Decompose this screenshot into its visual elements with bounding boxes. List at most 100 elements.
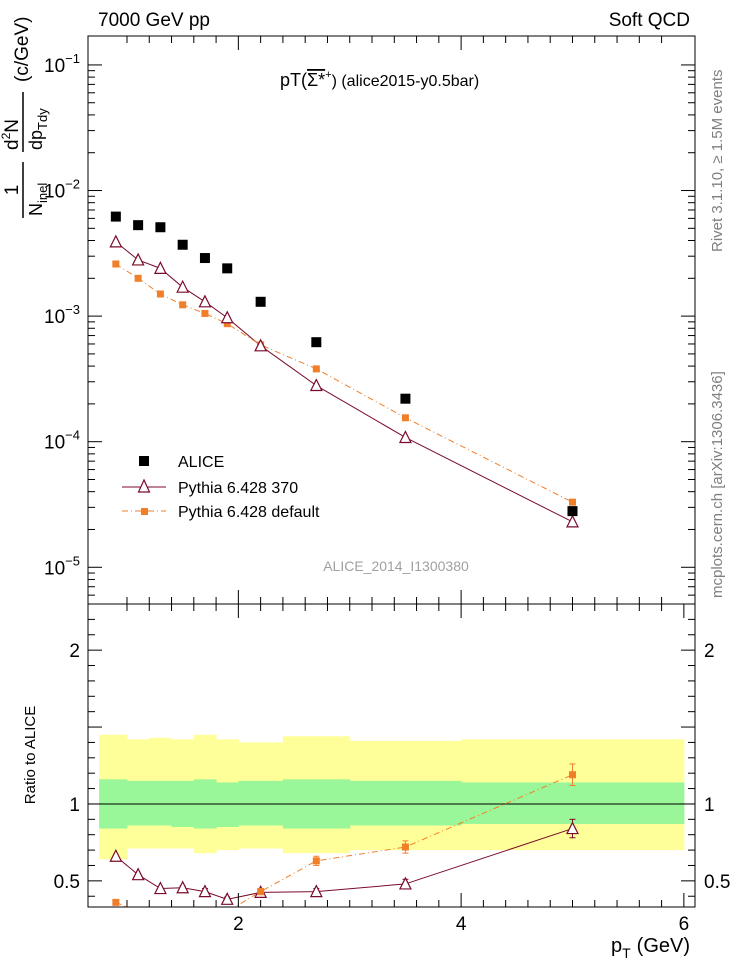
ratio-series-line-1	[115, 774, 573, 907]
main-point-2-7	[312, 365, 320, 373]
band-stat-2	[149, 780, 173, 826]
x-tick-label: 4	[456, 914, 467, 935]
ratio-point-1-9	[568, 771, 576, 779]
ratio-y-tick-label-right: 2	[704, 641, 715, 662]
band-stat-9	[461, 782, 685, 824]
main-point-1-4	[198, 294, 212, 308]
band-stat-5	[216, 782, 239, 828]
ratio-uncertainty-bands	[99, 734, 685, 860]
main-point-0-3	[177, 239, 188, 250]
legend-label-pythia-370: Pythia 6.428 370	[178, 480, 298, 497]
ratio-y-tick-label-right: 1	[704, 795, 715, 816]
rivet-version-label: Rivet 3.1.10, ≥ 1.5M events	[709, 70, 726, 253]
band-stat-6	[238, 780, 284, 826]
ratio-tick-labels: 0.5 0.5 1 1 2 2 2 4 6	[54, 641, 731, 935]
ratio-point-1-8	[401, 843, 409, 851]
main-point-0-4	[199, 253, 210, 264]
header-energy-label: 7000 GeV pp	[98, 10, 210, 31]
main-point-2-1	[134, 274, 142, 282]
main-point-0-7	[311, 337, 322, 348]
ratio-point-0-7	[309, 884, 323, 898]
ratio-point-1-5	[224, 908, 231, 915]
main-point-1-9	[566, 514, 579, 528]
main-y-tick-labels: 10−1 10−2 10−3 10−4 10−5	[44, 51, 80, 579]
main-point-1-6	[254, 338, 268, 352]
band-stat-8	[349, 780, 462, 826]
band-stat-1	[126, 780, 150, 826]
ratio-point-1-2	[157, 913, 164, 920]
main-point-1-0	[109, 234, 123, 248]
main-point-2-2	[156, 290, 164, 298]
x-axis-label: pT (GeV)	[611, 935, 690, 961]
main-point-1-2	[153, 261, 167, 274]
ratio-panel: 0.5 0.5 1 1 2 2 2 4 6 Ratio to ALICE pT (GeV)	[22, 603, 731, 961]
main-point-1-7	[309, 378, 323, 392]
main-point-2-8	[401, 414, 409, 422]
ylabel-numerator-one: 1	[2, 185, 23, 196]
legend-label-alice: ALICE	[178, 454, 224, 471]
ratio-y-tick-label: 1	[69, 795, 80, 816]
ylabel-n-inel: Ninel	[26, 183, 50, 216]
ratio-point-0-5	[220, 891, 234, 905]
main-axis-ticks	[88, 36, 695, 604]
ratio-y-tick-label: 2	[69, 641, 80, 662]
ratio-point-1-6	[257, 888, 265, 896]
analysis-watermark: ALICE_2014_I1300380	[323, 558, 469, 574]
ratio-point-0-2	[153, 881, 167, 895]
main-y-tick-label: 10−1	[44, 51, 80, 77]
legend-entry-pythia-default: Pythia 6.428 default	[122, 504, 320, 521]
ratio-point-1-0	[112, 898, 120, 906]
header-category-label: Soft QCD	[609, 10, 690, 31]
mcplots-credit-label: mcplots.cern.ch [arXiv:1306.3436]	[709, 371, 726, 598]
title-particle: Σ*	[307, 70, 325, 90]
ratio-y-tick-label-right: 0.5	[704, 872, 730, 893]
main-panel: 10−1 10−2 10−3 10−4 10−5 pT(Σ*+) (alice2015-…	[0, 17, 696, 605]
ratio-point-1-1	[135, 908, 142, 915]
main-title: pT(Σ*+) (alice2015-y0.5bar)	[280, 69, 479, 90]
ylabel-d2n: d2N	[0, 119, 23, 150]
legend-entry-alice: ALICE	[139, 454, 224, 471]
ylabel-dp: dpTdy	[26, 108, 50, 150]
ratio-frame	[87, 603, 696, 908]
legend-label-pythia-default: Pythia 6.428 default	[178, 504, 320, 521]
legend-marker-pythia-370	[137, 478, 151, 493]
legend-entry-pythia-370: Pythia 6.428 370	[122, 478, 298, 497]
main-point-1-5	[220, 310, 234, 324]
main-point-2-4	[201, 309, 209, 317]
main-y-tick-label: 10−3	[44, 302, 80, 328]
main-point-1-3	[176, 279, 190, 293]
ratio-y-tick-label: 0.5	[54, 872, 80, 893]
x-tick-label: 6	[679, 914, 690, 935]
main-point-2-5	[223, 320, 231, 328]
ratio-point-0-8	[398, 876, 412, 890]
ratio-series-line-0	[115, 828, 573, 900]
ratio-point-0-1	[131, 867, 145, 881]
title-prefix: pT(	[280, 70, 307, 90]
main-point-0-0	[110, 211, 121, 222]
main-point-0-6	[255, 296, 266, 307]
main-series-line-2	[115, 263, 573, 503]
ratio-point-1-7	[312, 857, 320, 865]
main-point-0-2	[155, 222, 166, 233]
main-point-0-8	[400, 393, 411, 404]
legend-marker-pythia-default	[141, 508, 148, 515]
ratio-y-axis-label: Ratio to ALICE	[22, 706, 39, 804]
main-point-1-8	[398, 430, 412, 444]
main-point-2-0	[112, 260, 120, 268]
main-point-1-1	[131, 252, 145, 266]
legend: ALICE Pythia 6.428 370 Pythia 6.428 defa…	[122, 454, 320, 521]
main-series-line-1	[115, 241, 573, 523]
main-point-2-9	[568, 498, 576, 506]
x-tick-label: 2	[233, 914, 244, 935]
main-y-tick-label: 10−2	[44, 177, 80, 203]
main-y-tick-label: 10−5	[44, 553, 80, 579]
title-charge: +	[325, 69, 331, 81]
main-point-2-3	[179, 301, 187, 309]
main-point-0-5	[222, 263, 233, 274]
ylabel-unit: (c/GeV)	[12, 17, 33, 82]
ratio-point-1-4	[201, 913, 208, 920]
ratio-point-0-4	[198, 884, 212, 898]
main-y-axis-label: 1 Ninel d2N dpTdy (c/GeV)	[0, 17, 50, 218]
ratio-data-layer	[88, 763, 695, 920]
